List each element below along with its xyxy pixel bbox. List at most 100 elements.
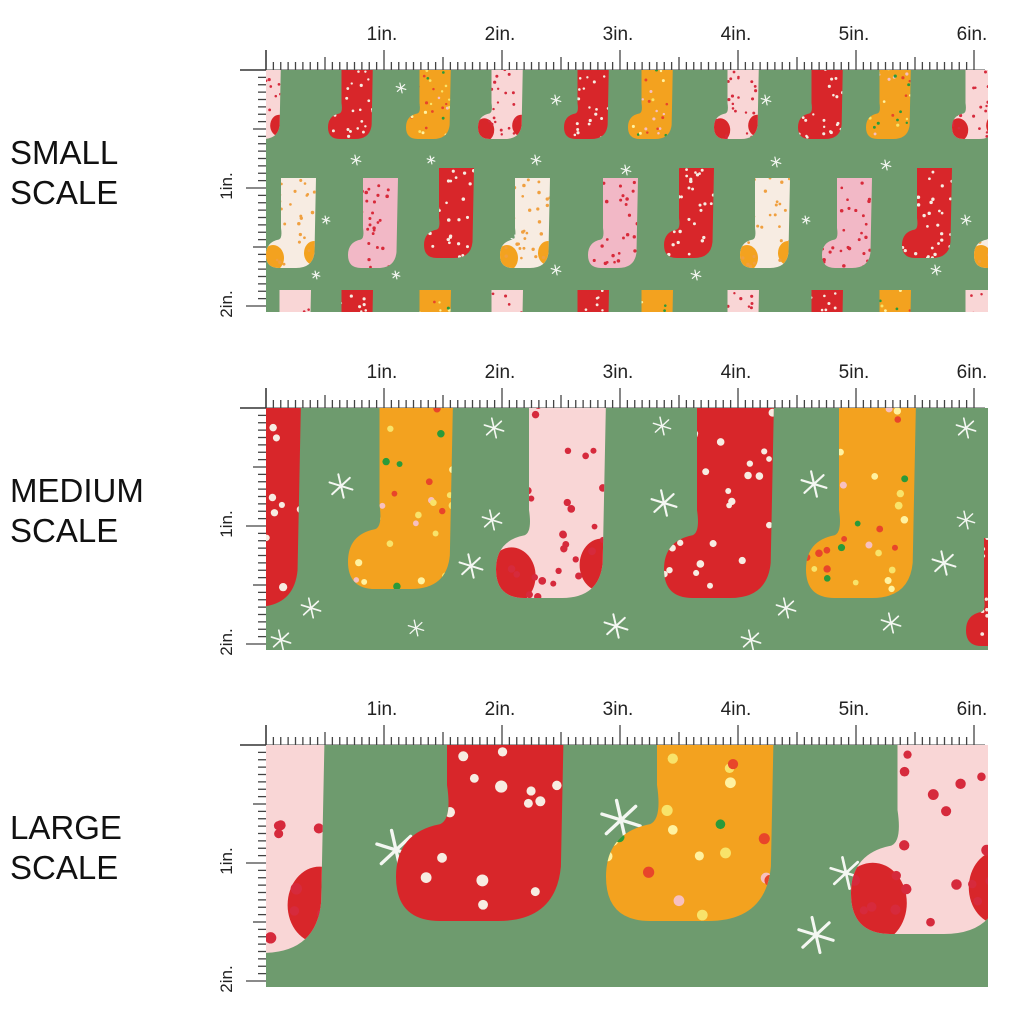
stocking-dot: [357, 70, 360, 73]
stocking-dot: [371, 211, 374, 214]
stocking-dot: [521, 195, 524, 198]
fabric-swatch: [266, 408, 988, 650]
stocking-dot: [890, 905, 900, 915]
stocking-dot: [761, 448, 767, 454]
stocking-dot: [564, 499, 571, 506]
stocking-dot: [710, 202, 713, 205]
stocking-dot: [565, 448, 571, 454]
stocking-dot: [847, 246, 850, 249]
stocking-dot: [901, 884, 911, 894]
stocking-dot: [776, 200, 779, 203]
stocking-dot: [299, 233, 302, 236]
stocking-dot: [657, 132, 660, 135]
stocking-dot: [625, 197, 628, 200]
stocking-dot: [741, 256, 744, 259]
stocking-dot: [273, 434, 280, 441]
stocking-dot: [291, 883, 302, 894]
stocking-dot: [644, 79, 647, 82]
stocking-dot: [364, 191, 368, 195]
stocking-dot: [349, 130, 352, 133]
stocking-dot: [958, 127, 961, 130]
stocking-dot: [361, 579, 367, 585]
stocking-dot: [824, 308, 827, 311]
stocking-dot: [376, 194, 379, 197]
stocking-dot: [703, 202, 706, 205]
stocking-dot: [836, 122, 839, 125]
stocking-dot: [707, 583, 713, 589]
stocking-dot: [656, 128, 659, 131]
stocking-dot: [527, 178, 530, 181]
stocking-dot: [699, 204, 702, 207]
stocking-dot: [520, 257, 523, 260]
stocking-dot: [914, 252, 917, 255]
stocking-dot: [766, 456, 772, 462]
stocking-dot: [437, 430, 445, 438]
stocking-dot: [447, 218, 451, 222]
stocking-dot: [364, 309, 367, 312]
stocking-dot: [754, 89, 757, 92]
stocking-dot: [362, 131, 365, 134]
stocking-dot: [377, 184, 380, 187]
stocking-dot: [888, 586, 894, 592]
stocking-dot: [835, 95, 838, 98]
stocking-dot: [928, 177, 931, 180]
stocking-dot: [527, 786, 536, 795]
stocking-dot: [600, 117, 603, 120]
stocking-dot: [689, 180, 693, 184]
stocking-dot: [750, 295, 753, 298]
stocking-dot: [508, 73, 511, 76]
ruler-label: 2in.: [217, 290, 236, 317]
stocking-dot: [373, 229, 376, 232]
stocking-dot: [449, 236, 452, 239]
stocking-dot: [780, 239, 783, 242]
stocking-dot: [586, 76, 588, 78]
stocking-dot: [455, 176, 458, 179]
stocking-dot: [896, 119, 899, 122]
stocking-dot: [929, 201, 933, 205]
stocking-dot: [523, 237, 526, 240]
stocking-dot: [576, 131, 579, 134]
stocking-dot: [858, 238, 861, 241]
stocking-dot: [271, 509, 278, 516]
stocking-dot: [764, 189, 767, 192]
stocking-dot: [897, 490, 904, 497]
stocking-dot: [293, 190, 296, 193]
stocking-dot: [457, 218, 460, 221]
stocking-dot: [648, 100, 651, 103]
stocking-dot: [973, 897, 982, 906]
stocking-dot: [860, 232, 863, 235]
stocking-dot: [754, 85, 757, 88]
stocking-dot: [651, 98, 654, 101]
stocking-dot: [662, 805, 673, 816]
ruler-label: 4in.: [721, 699, 752, 720]
stocking-dot: [695, 851, 704, 860]
stocking-dot: [512, 91, 515, 94]
stocking-dot: [432, 88, 434, 90]
stocking-dot: [917, 203, 921, 207]
stocking-dot: [397, 461, 403, 467]
stocking-dot: [526, 232, 529, 235]
ruler-label: 1in.: [367, 699, 398, 720]
stocking-dot: [421, 872, 432, 883]
stocking-dot: [752, 112, 755, 115]
stocking-dot: [442, 117, 445, 120]
stocking-dot: [815, 549, 823, 557]
stocking-dot: [497, 88, 499, 90]
stocking-dot: [582, 453, 589, 460]
stocking-dot: [367, 258, 370, 261]
stocking-dot: [671, 243, 674, 246]
stocking-dot: [840, 482, 847, 489]
stocking-dot: [985, 105, 987, 107]
stocking-dot: [769, 214, 772, 217]
stocking-dot: [821, 309, 824, 312]
stocking-dot: [345, 97, 348, 100]
stocking-dot: [522, 247, 525, 250]
stocking-dot: [747, 460, 753, 466]
stocking-dot: [894, 416, 901, 423]
stocking-dot: [505, 246, 508, 249]
stocking-dot: [313, 190, 316, 193]
stocking-dot: [504, 92, 507, 95]
stocking-dot: [873, 126, 876, 129]
stocking-dot: [290, 906, 300, 916]
